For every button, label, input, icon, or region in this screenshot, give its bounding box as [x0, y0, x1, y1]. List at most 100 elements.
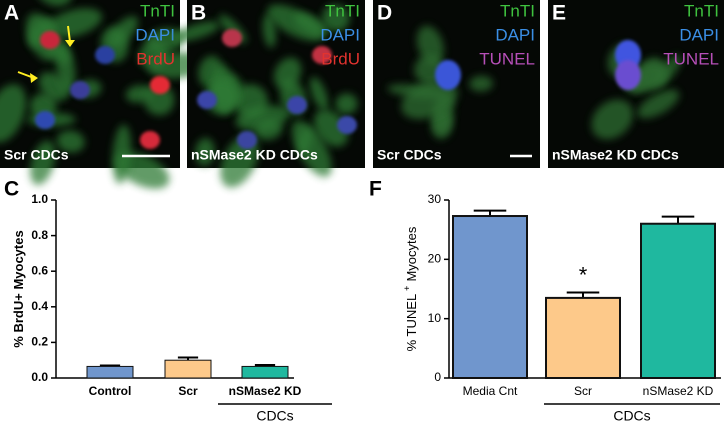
chart: C 0.0 0.2 0.4 0.6 0.8 1.0 % BrdU+ Myocytes Contr… — [4, 178, 332, 424]
bar — [452, 215, 528, 379]
arrow — [67, 25, 71, 43]
image-panel: D TnTI DAPI TUNEL Scr CDCs — [373, 0, 540, 168]
x-tick-label: Media Cnt — [463, 384, 518, 398]
x-tick-label: Scr — [178, 384, 198, 398]
cell-body — [56, 130, 85, 153]
nucleus — [95, 46, 115, 64]
cell-body — [145, 28, 185, 53]
nucleus — [140, 131, 160, 149]
panel-letter: D — [377, 2, 392, 25]
x-tick-label: nSMase2 KD — [229, 384, 302, 398]
arrow-head — [30, 73, 38, 83]
chart: F 0 10 20 30 % TUNEL + Myocytes Media Cnt Scr nSMa… — [369, 178, 721, 424]
cell-body — [309, 76, 329, 111]
channel-label: DAPI — [495, 25, 535, 44]
nucleus — [197, 91, 217, 109]
nucleus — [287, 96, 307, 114]
bar — [241, 365, 289, 379]
cell-body — [401, 80, 458, 120]
cell-body — [112, 124, 132, 184]
arrow-head — [65, 40, 75, 47]
significance-mark: * — [579, 262, 588, 287]
cell-body — [45, 8, 103, 39]
cell-body — [431, 109, 453, 139]
cell-body — [195, 137, 215, 167]
cell-body — [313, 109, 349, 147]
nucleus — [237, 131, 257, 149]
cell-body — [55, 42, 76, 95]
nucleus — [70, 81, 90, 99]
panel-letter: F — [369, 178, 382, 201]
channel-label: TUNEL — [479, 49, 535, 68]
y-tick-label: 20 — [428, 252, 442, 266]
channel-label: TnTI — [140, 1, 175, 20]
bar — [86, 365, 134, 379]
image-caption: Scr CDCs — [4, 147, 69, 163]
cell-body — [321, 4, 350, 32]
nucleus — [435, 60, 461, 90]
channel-label: DAPI — [679, 25, 719, 44]
cell-body — [469, 75, 493, 92]
y-tick-label: 0 — [434, 370, 441, 384]
channel-label: BrdU — [136, 49, 175, 68]
channel-label: TnTI — [500, 1, 535, 20]
nucleus — [150, 76, 170, 94]
panel-letter: E — [552, 2, 566, 25]
nucleus — [337, 116, 357, 134]
nucleus — [222, 29, 242, 47]
cell-body — [255, 119, 283, 141]
cell-body — [294, 13, 328, 36]
y-tick-label: 0.6 — [31, 263, 48, 277]
image-caption: nSMase2 KD CDCs — [191, 147, 318, 163]
y-tick-label: 10 — [428, 311, 442, 325]
panel-letter: A — [4, 2, 19, 25]
image-caption: Scr CDCs — [377, 147, 442, 163]
cell-body — [0, 84, 27, 143]
cell-body — [291, 120, 332, 177]
y-axis-label-part: % BrdU+ Myocytes — [11, 230, 26, 347]
y-tick-label: 1.0 — [31, 192, 48, 206]
nucleus — [615, 60, 641, 90]
y-tick-label: 0.0 — [31, 370, 48, 384]
cell-body — [335, 93, 358, 115]
x-tick-label: Scr — [574, 384, 592, 398]
x-tick-label: Control — [89, 384, 132, 398]
panel-letter: C — [4, 178, 19, 201]
y-axis-label-part: + — [402, 286, 412, 291]
y-axis-label: % TUNEL + Myocytes — [402, 226, 419, 351]
channel-label: TnTI — [325, 1, 360, 20]
cell-body — [591, 99, 634, 140]
y-tick-label: 0.8 — [31, 228, 48, 242]
cell-body — [262, 14, 276, 48]
channel-label: TnTI — [684, 1, 719, 20]
bar — [545, 296, 621, 379]
y-axis-label-part: Myocytes — [404, 226, 419, 281]
cell-body — [416, 25, 444, 65]
image-panel: E TnTI DAPI TUNEL nSMase2 KD CDCs — [548, 0, 724, 168]
group-label: CDCs — [256, 408, 293, 424]
channel-label: DAPI — [135, 25, 175, 44]
nucleus — [312, 46, 332, 64]
y-tick-label: 30 — [428, 192, 442, 206]
y-tick-label: 0.2 — [31, 335, 48, 349]
nucleus — [40, 31, 60, 49]
panel-letter: B — [191, 2, 206, 25]
y-axis-label: % BrdU+ Myocytes — [11, 230, 26, 347]
channel-label: DAPI — [320, 25, 360, 44]
group-label: CDCs — [613, 408, 650, 424]
cell-body — [108, 16, 139, 48]
cell-body — [30, 140, 56, 185]
image-panel: A TnTI DAPI BrdU Scr CDCs — [0, 0, 206, 189]
channel-label: TUNEL — [663, 49, 719, 68]
cell-body — [174, 21, 220, 42]
bar — [640, 222, 716, 379]
y-tick-label: 0.4 — [31, 299, 48, 313]
image-panel: B TnTI DAPI BrdU nSMase2 KD CDCs — [174, 0, 365, 188]
x-tick-label: nSMase2 KD — [643, 384, 714, 398]
image-caption: nSMase2 KD CDCs — [552, 147, 679, 163]
y-axis-label-part: % TUNEL — [404, 294, 419, 352]
channel-label: BrdU — [321, 49, 360, 68]
cell-body — [637, 89, 680, 119]
cell-body — [273, 57, 302, 90]
